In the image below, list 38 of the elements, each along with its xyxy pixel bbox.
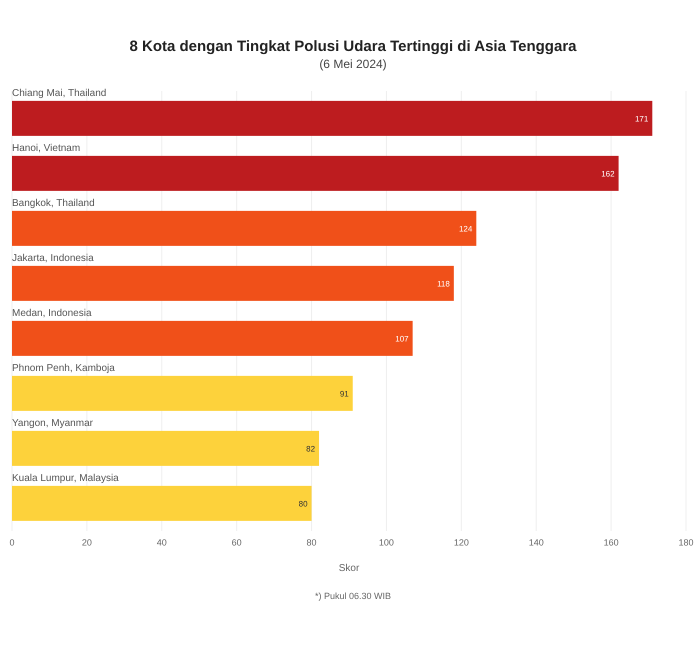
x-tick-label: 60 — [232, 537, 242, 548]
y-tick-label: Medan, Indonesia — [12, 308, 92, 319]
chart-title: 8 Kota dengan Tingkat Polusi Udara Tertinggi di Asia Tenggara — [128, 38, 578, 55]
y-tick-label: Phnom Penh, Kamboja — [12, 362, 116, 374]
data-label: 171 — [634, 114, 649, 124]
chart-subtitle: (6 Mei 2024) — [318, 57, 388, 71]
y-tick-label: Hanoi, Vietnam — [12, 142, 80, 154]
data-label: 118 — [437, 279, 450, 288]
x-tick-label: 120 — [454, 537, 469, 548]
bar — [12, 156, 619, 191]
bar — [12, 486, 312, 521]
bar — [12, 320, 413, 356]
text: *) Pukul 06.30 WIB — [314, 591, 392, 601]
y-tick-label: Jakarta, Indonesia — [12, 252, 94, 264]
x-tick-label: 160 — [604, 537, 619, 548]
bar — [12, 376, 353, 411]
x-tick-label: 100 — [378, 537, 394, 548]
data-label: 162 — [601, 169, 616, 178]
x-tick-label: 140 — [528, 537, 544, 548]
x-axis-title: Skor — [338, 563, 360, 574]
x-tick-label: 180 — [678, 537, 694, 548]
y-tick-label: Bangkok, Thailand — [12, 198, 95, 209]
x-tick-label: 20 — [82, 537, 92, 548]
bar — [12, 266, 454, 301]
x-tick-label: 40 — [156, 537, 167, 548]
data-label: 124 — [458, 224, 473, 234]
x-tick-label: 80 — [306, 537, 317, 548]
data-label: 80 — [298, 499, 308, 508]
bar — [12, 430, 320, 466]
y-tick-label: Kuala Lumpur, Malaysia — [12, 472, 120, 484]
bar — [12, 100, 652, 136]
x-tick-label: 0 — [9, 537, 15, 548]
y-tick-label: Chiang Mai, Thailand — [12, 88, 106, 99]
bar — [12, 210, 476, 246]
y-tick-label: Yangon, Myanmar — [12, 418, 94, 429]
data-label: 107 — [395, 334, 410, 344]
data-label: 82 — [306, 444, 316, 454]
data-label: 91 — [340, 389, 350, 398]
